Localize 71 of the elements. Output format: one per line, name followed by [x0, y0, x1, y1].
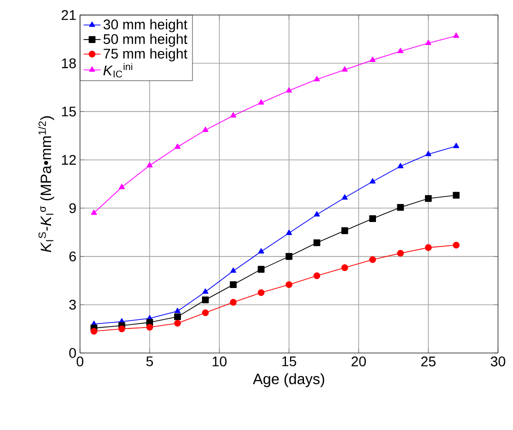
point — [230, 298, 237, 306]
point — [452, 242, 460, 249]
x-tick-label: 10 — [212, 356, 227, 366]
point — [397, 204, 404, 211]
point — [90, 328, 98, 335]
point — [370, 56, 376, 62]
y-tick-label: 15 — [62, 106, 76, 116]
y-tick-label: 6 — [69, 251, 76, 262]
point — [174, 144, 181, 149]
point — [174, 308, 181, 314]
point — [202, 296, 209, 304]
point — [286, 253, 292, 260]
point — [314, 76, 320, 82]
point — [258, 99, 264, 105]
point — [230, 281, 237, 288]
y-tick-label: 9 — [69, 203, 76, 214]
point — [258, 266, 265, 273]
point — [369, 215, 376, 222]
point — [453, 32, 460, 38]
point — [397, 162, 404, 168]
point — [313, 239, 320, 246]
point — [424, 244, 432, 251]
point — [341, 264, 348, 272]
text: K$_{I}$$^{S}$-K$_{I}$$^{σ}$ (MPa•mm$^{1/2}$) — [38, 116, 54, 252]
point — [452, 192, 460, 199]
point — [313, 272, 320, 280]
point — [314, 211, 320, 216]
point — [174, 320, 181, 327]
point — [202, 309, 209, 316]
point — [342, 194, 348, 200]
point — [230, 268, 236, 273]
y-tick-label: 0 — [69, 348, 76, 358]
point — [258, 248, 264, 254]
point — [425, 40, 432, 46]
point — [424, 195, 432, 202]
point — [453, 142, 460, 148]
y-tick-label: 3 — [69, 300, 76, 310]
x-axis-title: Age (days) — [252, 373, 324, 388]
point — [286, 230, 292, 235]
point — [341, 227, 348, 234]
point — [174, 313, 181, 320]
x-tick-label: 15 — [282, 356, 296, 366]
x-tick-label: 30 — [490, 356, 506, 366]
point — [230, 112, 236, 118]
legend-label: 30 mm height — [104, 19, 188, 32]
point — [342, 66, 348, 72]
point — [397, 48, 404, 54]
point — [146, 324, 154, 331]
point — [146, 162, 153, 168]
point — [369, 256, 376, 264]
y-tick-label: 12 — [62, 154, 76, 165]
point — [202, 288, 208, 294]
point — [286, 87, 292, 93]
x-tick-label: 25 — [421, 356, 436, 366]
point — [425, 150, 432, 156]
x-tick-label: 20 — [352, 356, 366, 366]
point — [118, 325, 126, 332]
y-tick-label: 18 — [62, 58, 76, 68]
point — [90, 210, 97, 215]
point — [370, 178, 376, 184]
legend-label: 75 mm height — [104, 48, 188, 62]
point — [397, 250, 404, 257]
point — [118, 184, 125, 190]
x-tick-label: 5 — [146, 356, 153, 366]
point — [286, 281, 292, 288]
y-tick-label: 21 — [62, 10, 76, 20]
x-tick-label: 0 — [76, 356, 84, 366]
point — [258, 289, 265, 296]
point — [202, 126, 208, 132]
legend-label: K$_{IC}$ini — [103, 62, 132, 78]
legend-label: 50 mm height — [104, 34, 188, 47]
